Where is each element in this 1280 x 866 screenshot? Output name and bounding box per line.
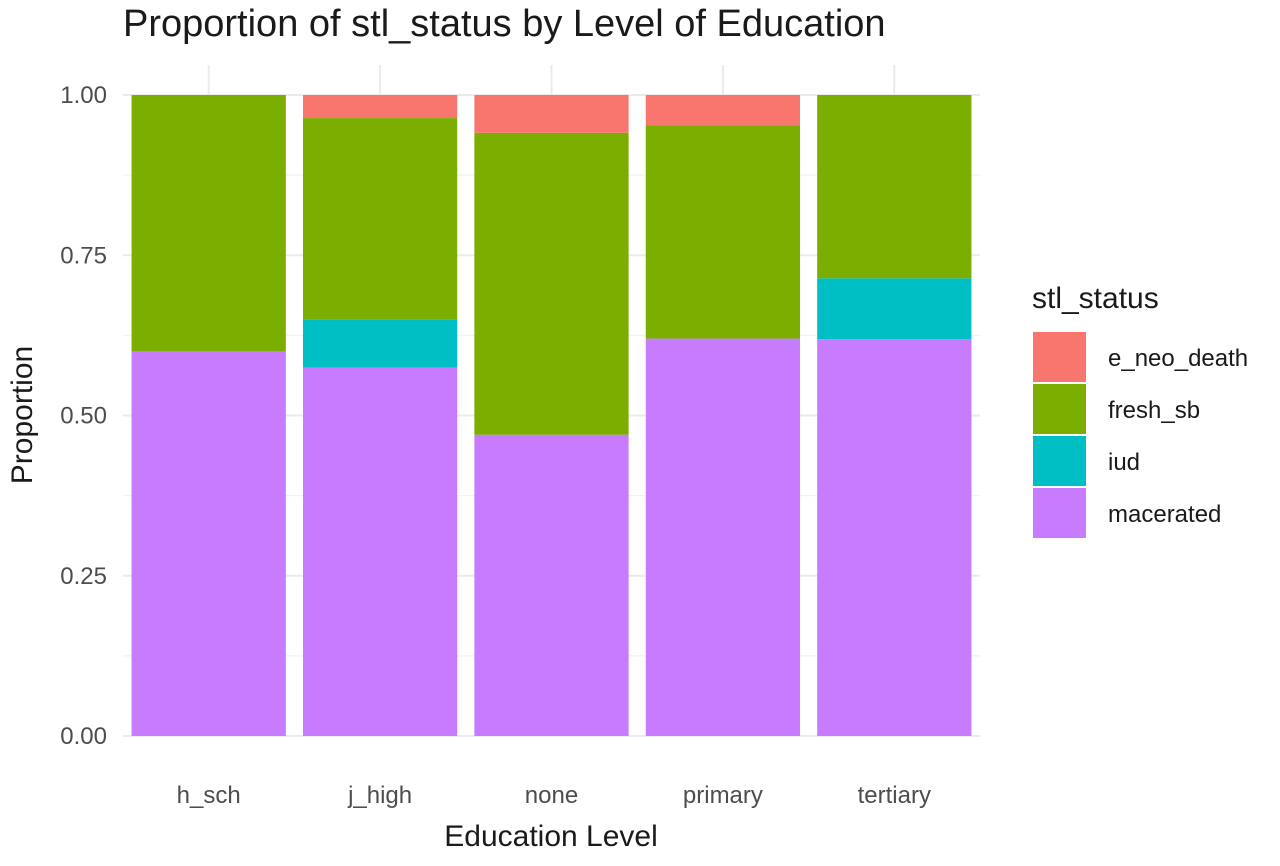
bar-tertiary-iud (817, 278, 972, 340)
y-tick-label: 0.00 (60, 723, 107, 750)
y-tick-label: 0.75 (60, 242, 107, 269)
bar-tertiary-fresh_sb (817, 95, 972, 279)
legend-title: stl_status (1032, 282, 1159, 315)
bar-j_high-fresh_sb (302, 118, 458, 320)
y-tick-label: 1.00 (60, 82, 107, 109)
legend-key-e_neo_death (1033, 332, 1086, 382)
legend-label-fresh_sb: fresh_sb (1108, 397, 1200, 424)
legend-label-e_neo_death: e_neo_death (1108, 345, 1248, 372)
bar-primary-macerated (645, 338, 801, 736)
bar-none-macerated (474, 434, 629, 736)
bar-primary-fresh_sb (645, 125, 801, 339)
bar-none-fresh_sb (474, 132, 629, 435)
bar-tertiary-macerated (817, 339, 972, 736)
bar-h_sch-macerated (131, 351, 286, 736)
bar-h_sch-fresh_sb (131, 95, 286, 352)
x-tick-label: j_high (347, 782, 412, 809)
legend-key-fresh_sb (1033, 384, 1086, 434)
x-tick-label: none (525, 782, 578, 809)
x-tick-label: tertiary (858, 782, 931, 809)
y-tick-label: 0.50 (60, 403, 107, 430)
x-axis-title: Education Level (444, 820, 658, 853)
bar-j_high-iud (302, 319, 458, 368)
bar-j_high-e_neo_death (302, 95, 458, 119)
legend-label-iud: iud (1108, 449, 1140, 476)
bars-layer (131, 95, 972, 736)
legend-key-iud (1033, 436, 1086, 486)
y-axis-ticks: 0.00 0.25 0.50 0.75 1.00 (60, 82, 107, 750)
bar-none-e_neo_death (474, 95, 629, 133)
x-tick-label: primary (683, 782, 763, 809)
legend-key-macerated (1033, 488, 1086, 538)
x-axis-ticks: h_sch j_high none primary tertiary (177, 782, 931, 809)
x-tick-label: h_sch (177, 782, 241, 809)
y-tick-label: 0.25 (60, 563, 107, 590)
bar-primary-e_neo_death (645, 95, 801, 126)
chart-title: Proportion of stl_status by Level of Edu… (123, 3, 886, 45)
y-axis-title: Proportion (6, 346, 39, 484)
legend-label-macerated: macerated (1108, 501, 1221, 528)
bar-j_high-macerated (302, 367, 458, 736)
